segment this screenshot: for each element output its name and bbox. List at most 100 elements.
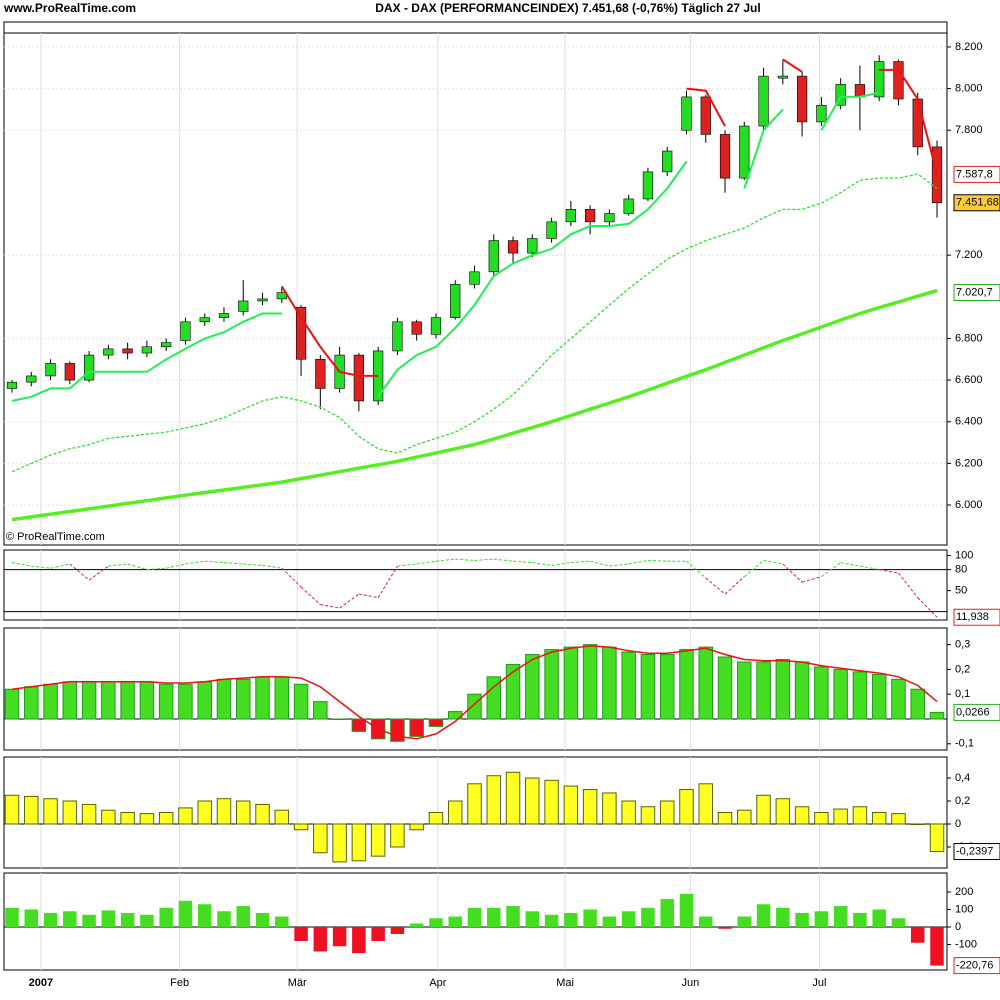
histogram-bar: [506, 906, 520, 928]
histogram-bar: [43, 913, 58, 928]
histogram-bar: [929, 823, 945, 853]
histogram-bar: [756, 904, 771, 928]
site-name: www.ProRealTime.com: [3, 1, 136, 15]
histogram-bar: [814, 911, 829, 928]
candle-body: [295, 306, 307, 360]
histogram-bar: [853, 913, 867, 928]
histogram-bar: [776, 907, 790, 928]
histogram-bar: [544, 914, 559, 928]
candle-body: [662, 150, 673, 173]
histogram-bar: [197, 904, 212, 928]
histogram-bar: [447, 800, 463, 825]
panel-frame: [3, 756, 948, 869]
histogram-bar: [4, 794, 20, 825]
histogram-bar: [467, 783, 482, 825]
y-tick-label: 100: [955, 903, 973, 915]
histogram-bar: [139, 813, 155, 825]
candle-body: [450, 284, 461, 318]
histogram-bar: [24, 795, 39, 825]
candle-body: [141, 346, 153, 354]
histogram-bar: [101, 910, 116, 928]
histogram-bar: [563, 646, 579, 720]
panel-frame: [3, 627, 948, 751]
histogram-bar: [737, 661, 752, 720]
candle-body: [392, 321, 403, 352]
value-tag: [953, 843, 1000, 861]
histogram-bar: [814, 812, 829, 825]
value-tag-label: -0,2397: [956, 845, 993, 857]
histogram-bar: [525, 654, 540, 720]
y-tick-label: 8.200: [955, 41, 983, 53]
candle-body: [527, 238, 538, 254]
histogram-bar: [544, 779, 559, 825]
histogram-bar: [81, 803, 97, 825]
histogram-bar: [852, 671, 868, 720]
histogram-bar: [794, 661, 810, 720]
candle-body: [816, 104, 827, 123]
y-tick-label: 6.200: [955, 457, 983, 469]
histogram-bar: [429, 918, 443, 928]
indicator-line: [11, 173, 938, 473]
histogram-bar: [486, 775, 502, 825]
histogram-bar: [487, 907, 501, 928]
histogram-bar: [564, 913, 578, 928]
histogram-bar: [775, 798, 791, 825]
histogram-bar: [602, 646, 617, 720]
candle-body: [315, 358, 326, 389]
histogram-bar: [582, 789, 598, 825]
histogram-bar: [505, 771, 521, 825]
x-tick-label: Jul: [812, 977, 826, 989]
indicator-line: [11, 288, 938, 522]
y-tick-label: 7.800: [955, 124, 983, 136]
y-tick-label: 200: [955, 886, 973, 898]
histogram-bar: [930, 927, 944, 966]
histogram-bar: [640, 806, 656, 825]
candle-body: [83, 354, 95, 381]
histogram-bar: [351, 718, 367, 732]
histogram-bar: [910, 823, 925, 825]
histogram-bar: [236, 678, 251, 720]
histogram-bar: [352, 927, 366, 954]
histogram-bar: [62, 800, 78, 825]
histogram-bar: [486, 676, 502, 720]
histogram-bar: [756, 661, 771, 720]
value-tag-label: -220,76: [956, 959, 993, 971]
x-tick-label: Apr: [429, 977, 446, 989]
histogram-bar: [525, 777, 540, 825]
panel-frame: [3, 549, 948, 621]
candle-body: [893, 61, 904, 100]
histogram-bar: [293, 683, 309, 720]
histogram-bar: [178, 683, 193, 720]
candle-body: [642, 171, 654, 200]
histogram-bar: [563, 785, 579, 825]
histogram-bar: [139, 681, 155, 720]
histogram-bar: [428, 718, 444, 727]
histogram-bar: [24, 909, 39, 928]
histogram-bar: [602, 792, 617, 825]
indicator-line: [11, 91, 880, 402]
histogram-bar: [717, 656, 733, 720]
histogram-bar: [891, 678, 906, 720]
histogram-bar: [467, 907, 482, 928]
histogram-bar: [409, 923, 424, 928]
candle-body: [931, 146, 943, 204]
signal-line: [11, 645, 938, 740]
histogram-bar: [891, 918, 906, 928]
histogram-bar: [698, 646, 713, 720]
histogram-bar: [178, 900, 193, 928]
histogram-bar: [871, 812, 887, 825]
histogram-bar: [255, 913, 270, 928]
histogram-bar: [120, 913, 135, 928]
histogram-bar: [370, 823, 386, 857]
histogram-bar: [120, 812, 135, 825]
candle-body: [719, 134, 731, 179]
candle-body: [604, 213, 615, 223]
candle-body: [353, 354, 364, 402]
histogram-bar: [120, 681, 135, 720]
histogram-bar: [717, 812, 733, 825]
histogram-bar: [217, 911, 231, 928]
histogram-bar: [621, 651, 636, 720]
y-tick-label: 0: [955, 921, 961, 933]
histogram-bar: [390, 718, 405, 742]
y-tick-label: 6.000: [955, 499, 983, 511]
